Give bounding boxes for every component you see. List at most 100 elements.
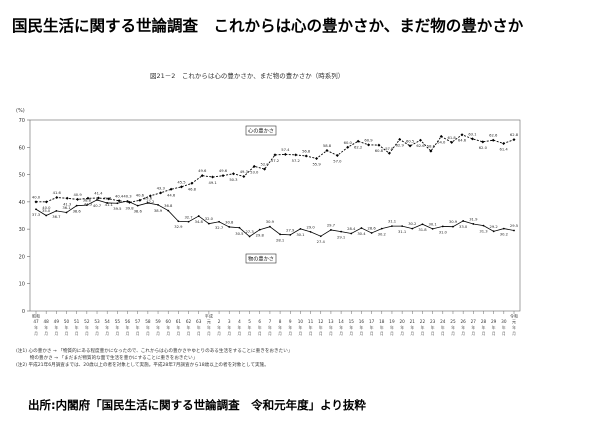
x-unit-label: 年	[390, 325, 394, 330]
data-label: 42.2	[146, 200, 154, 204]
x-unit-label: 年	[431, 325, 435, 330]
data-label: 38.9	[154, 209, 163, 213]
data-label: 30.2	[378, 233, 386, 237]
x-tick-label: 5	[248, 319, 251, 324]
data-label: 41.3	[63, 202, 72, 206]
x-tick-label: 29	[491, 319, 497, 324]
x-tick-label: 8	[279, 319, 282, 324]
note-line: 物の豊かさ → 「まだまだ物質的な面で生活を豊かにすることに重きをおきたい」	[16, 356, 198, 361]
x-unit-label: 月	[299, 331, 303, 336]
data-label: 57.8	[385, 147, 394, 151]
data-point	[398, 137, 402, 141]
data-label: 29.2	[490, 225, 498, 229]
data-point	[221, 174, 225, 178]
x-tick-label: 15	[349, 319, 355, 324]
x-unit-label: 月	[492, 331, 496, 336]
data-label: 40.3	[123, 195, 132, 199]
x-unit-label: 年	[126, 325, 130, 330]
x-unit-label: 月	[227, 331, 231, 336]
x-unit-label: 年	[227, 325, 231, 330]
x-unit-label: 月	[360, 331, 364, 336]
x-tick-label: 58	[145, 319, 151, 324]
data-point	[248, 235, 251, 238]
data-label: 31.3	[479, 230, 488, 234]
data-point	[146, 202, 149, 204]
data-label: 63.1	[468, 132, 476, 136]
data-point	[377, 143, 381, 147]
x-unit-label: 年	[156, 325, 160, 330]
y-axis-label: (%)	[16, 108, 25, 114]
data-point	[269, 225, 271, 228]
data-point	[346, 145, 350, 149]
data-point	[106, 202, 109, 204]
x-unit-label: 月	[115, 331, 119, 336]
x-unit-label: 年	[380, 325, 384, 330]
data-label: 62.0	[479, 146, 488, 150]
data-point	[75, 204, 78, 207]
data-label: 49.6	[198, 169, 207, 173]
data-label: 40.0	[32, 195, 41, 199]
data-label: 30.1	[429, 222, 437, 226]
x-tick-label: 18	[379, 319, 385, 324]
data-label: 32.7	[215, 226, 224, 230]
data-point	[429, 149, 433, 153]
data-point	[335, 153, 339, 157]
x-tick-label: 9	[289, 319, 292, 324]
data-label: 43.3	[157, 186, 166, 190]
data-label: 31.1	[398, 230, 406, 234]
data-label: 27.4	[317, 240, 326, 244]
x-unit-label: 月	[105, 331, 109, 336]
y-tick-label: 30	[19, 227, 25, 233]
x-era-label: 令和	[510, 313, 518, 319]
data-point	[330, 229, 332, 231]
data-label: 38.6	[73, 210, 82, 214]
x-unit-label: 月	[339, 331, 343, 336]
x-unit-label: 月	[349, 331, 353, 336]
data-point	[439, 134, 443, 138]
data-label: 31.1	[388, 220, 396, 224]
x-tick-label: 7	[269, 319, 272, 324]
x-unit-label: 年	[34, 325, 38, 330]
x-unit-label: 月	[187, 331, 191, 336]
data-point	[55, 209, 58, 212]
data-point	[148, 194, 152, 198]
data-point	[491, 138, 495, 142]
data-point	[450, 140, 454, 144]
x-tick-label: 47	[33, 319, 39, 324]
data-point	[492, 230, 495, 233]
data-point	[279, 233, 281, 236]
data-point	[309, 230, 312, 233]
data-label: 39.5	[113, 207, 122, 211]
data-label: 46.8	[188, 187, 197, 191]
data-point	[116, 202, 119, 205]
x-unit-label: 年	[238, 325, 242, 330]
x-unit-label: 年	[319, 325, 323, 330]
data-label: 41.6	[53, 191, 62, 195]
x-unit-label: 年	[248, 325, 252, 330]
x-unit-label: 年	[441, 325, 445, 330]
data-point	[421, 223, 424, 226]
data-point	[294, 153, 298, 157]
x-tick-label: 30	[501, 319, 507, 324]
x-tick-label: 2	[218, 319, 221, 324]
data-label: 62.6	[416, 144, 425, 148]
x-unit-label: 月	[482, 331, 486, 336]
plot-frame	[29, 119, 521, 312]
data-label: 57.4	[281, 148, 290, 152]
y-tick-label: 10	[19, 282, 25, 288]
data-label: 29.1	[337, 236, 345, 240]
data-point	[126, 200, 129, 202]
x-tick-label: 50	[64, 319, 70, 324]
data-label: 40.0	[42, 206, 51, 210]
data-point	[350, 232, 353, 235]
x-unit-label: 月	[421, 331, 425, 336]
legend-box	[245, 125, 277, 136]
x-unit-label: 月	[126, 331, 130, 336]
data-label: 58.6	[427, 145, 436, 149]
x-tick-label: 61	[176, 319, 182, 324]
x-unit-label: 年	[166, 325, 170, 330]
data-point	[207, 222, 210, 225]
x-tick-label: 13	[328, 319, 334, 324]
x-unit-label: 月	[451, 331, 455, 336]
data-label: 44.6	[167, 193, 176, 197]
